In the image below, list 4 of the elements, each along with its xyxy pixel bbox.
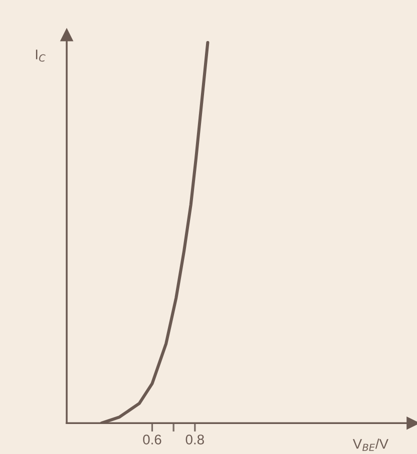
x-tick-label: 0.6 (143, 434, 162, 444)
x-axis-title: V$_{BE}$/V (352, 438, 388, 451)
x-tick-label: 0.8 (186, 434, 204, 444)
y-axis-title: I$_{C}$ (36, 50, 46, 62)
